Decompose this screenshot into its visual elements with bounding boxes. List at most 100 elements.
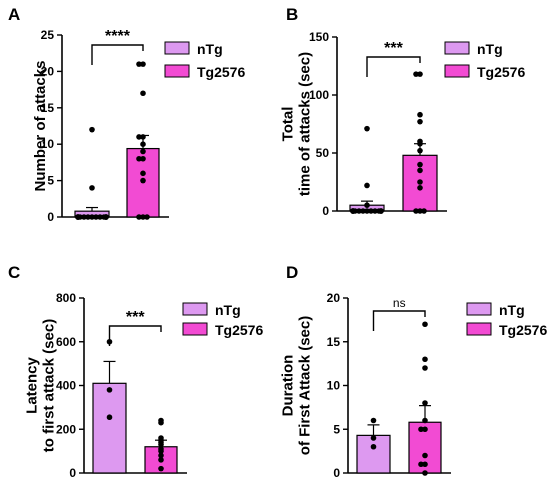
data-point (140, 177, 146, 184)
y-tick-label: 150 (309, 30, 329, 44)
y-axis-label: Latencyto first attack (sec) (24, 319, 58, 452)
data-point (158, 419, 164, 426)
data-point (422, 365, 428, 371)
significance-label: **** (105, 28, 131, 45)
y-tick-label: 10 (327, 379, 341, 393)
data-point (378, 208, 384, 214)
data-point (93, 214, 99, 220)
y-tick-label: 0 (322, 204, 329, 218)
data-point (372, 208, 378, 214)
data-point (140, 61, 146, 67)
y-axis-label: Number of attacks (32, 61, 49, 192)
legend-swatch-tg2576 (444, 64, 470, 78)
y-tick-label: 20 (41, 64, 55, 78)
data-point (158, 441, 164, 448)
significance-bracket (366, 56, 421, 77)
panel-d: D Durationof First Attack (sec) 0 5 10 15 20 ns… (280, 263, 548, 480)
data-point (81, 214, 87, 220)
y-tick-label: 0 (47, 210, 54, 224)
data-point (413, 208, 419, 214)
data-point (140, 214, 146, 220)
legend-swatch-tg2576 (182, 322, 208, 336)
panel-b: B Totaltime of attacks (sec) 0 50 100 150 *** n… (280, 5, 526, 218)
data-point (417, 147, 423, 154)
legend-swatch-tg2576 (164, 64, 190, 78)
data-point (158, 452, 164, 459)
data-point (418, 426, 424, 433)
data-point (136, 134, 142, 140)
data-point (364, 125, 370, 132)
data-point (140, 148, 146, 155)
data-point (89, 185, 95, 191)
data-point (136, 61, 142, 67)
y-tick-label: 15 (41, 101, 55, 115)
data-point (140, 90, 146, 97)
legend-swatch-ntg (444, 41, 470, 55)
data-point (422, 356, 428, 363)
data-point (106, 387, 113, 393)
panel-label: C (8, 263, 20, 282)
y-axis-label-line: Latency (24, 357, 41, 414)
legend-label: Tg2576 (499, 322, 547, 338)
y-tick-label: 600 (56, 335, 76, 349)
data-point (417, 208, 423, 214)
data-point (417, 161, 423, 168)
legend-swatch-ntg (164, 41, 190, 55)
data-point (417, 167, 423, 174)
significance-bracket (108, 325, 162, 346)
y-tick-label: 0 (333, 466, 340, 480)
data-point (422, 470, 428, 476)
y-axis-label-line: Total (280, 107, 297, 142)
data-point (158, 465, 164, 472)
significance-label: ns (393, 296, 406, 310)
legend-label: Tg2576 (215, 322, 263, 338)
data-point (140, 141, 146, 147)
data-point (106, 414, 113, 421)
data-point (136, 214, 142, 220)
data-point (140, 134, 146, 140)
y-tick-label: 20 (327, 291, 341, 305)
data-point (417, 111, 423, 118)
data-point (97, 214, 103, 220)
panel-a: A Number of attacks 0 5 10 15 20 25 **** nTg Tg257… (8, 5, 245, 224)
bar-ntg (92, 382, 127, 474)
bar-ntg (356, 434, 391, 474)
significance-label: *** (384, 40, 403, 57)
data-point (422, 400, 428, 406)
data-point (158, 457, 164, 463)
y-axis-label-line: Number of attacks (32, 61, 49, 192)
y-tick-label: 5 (47, 174, 54, 188)
data-point (89, 126, 95, 133)
data-point (103, 214, 109, 220)
data-point (360, 208, 366, 214)
legend-label: nTg (477, 41, 503, 57)
data-point (85, 214, 91, 220)
panel-label: B (286, 5, 298, 24)
data-point (89, 214, 95, 220)
legend-swatch-tg2576 (466, 322, 492, 336)
data-point (356, 208, 362, 214)
panel-label: A (8, 5, 20, 24)
y-tick-label: 200 (56, 422, 76, 436)
data-point (418, 461, 424, 468)
panel-c: C Latencyto first attack (sec) 0 200 400 600 8… (8, 263, 263, 480)
y-tick-label: 50 (316, 146, 330, 160)
y-axis-label: Totaltime of attacks (sec) (280, 52, 314, 196)
data-point (422, 452, 428, 459)
data-point (417, 179, 423, 185)
y-axis-label-line: time of attacks (sec) (297, 52, 314, 196)
data-point (144, 214, 150, 220)
data-point (370, 417, 377, 424)
y-tick-label: 15 (327, 335, 341, 349)
y-tick-label: 25 (41, 28, 55, 42)
legend-label: nTg (215, 302, 241, 318)
data-point (75, 214, 81, 220)
data-point (364, 202, 370, 208)
y-tick-label: 5 (333, 422, 340, 436)
data-point (413, 71, 419, 77)
legend-label: Tg2576 (477, 64, 525, 80)
legend-swatch-ntg (182, 302, 208, 316)
panel-label: D (286, 263, 298, 282)
legend-label: Tg2576 (197, 64, 245, 80)
